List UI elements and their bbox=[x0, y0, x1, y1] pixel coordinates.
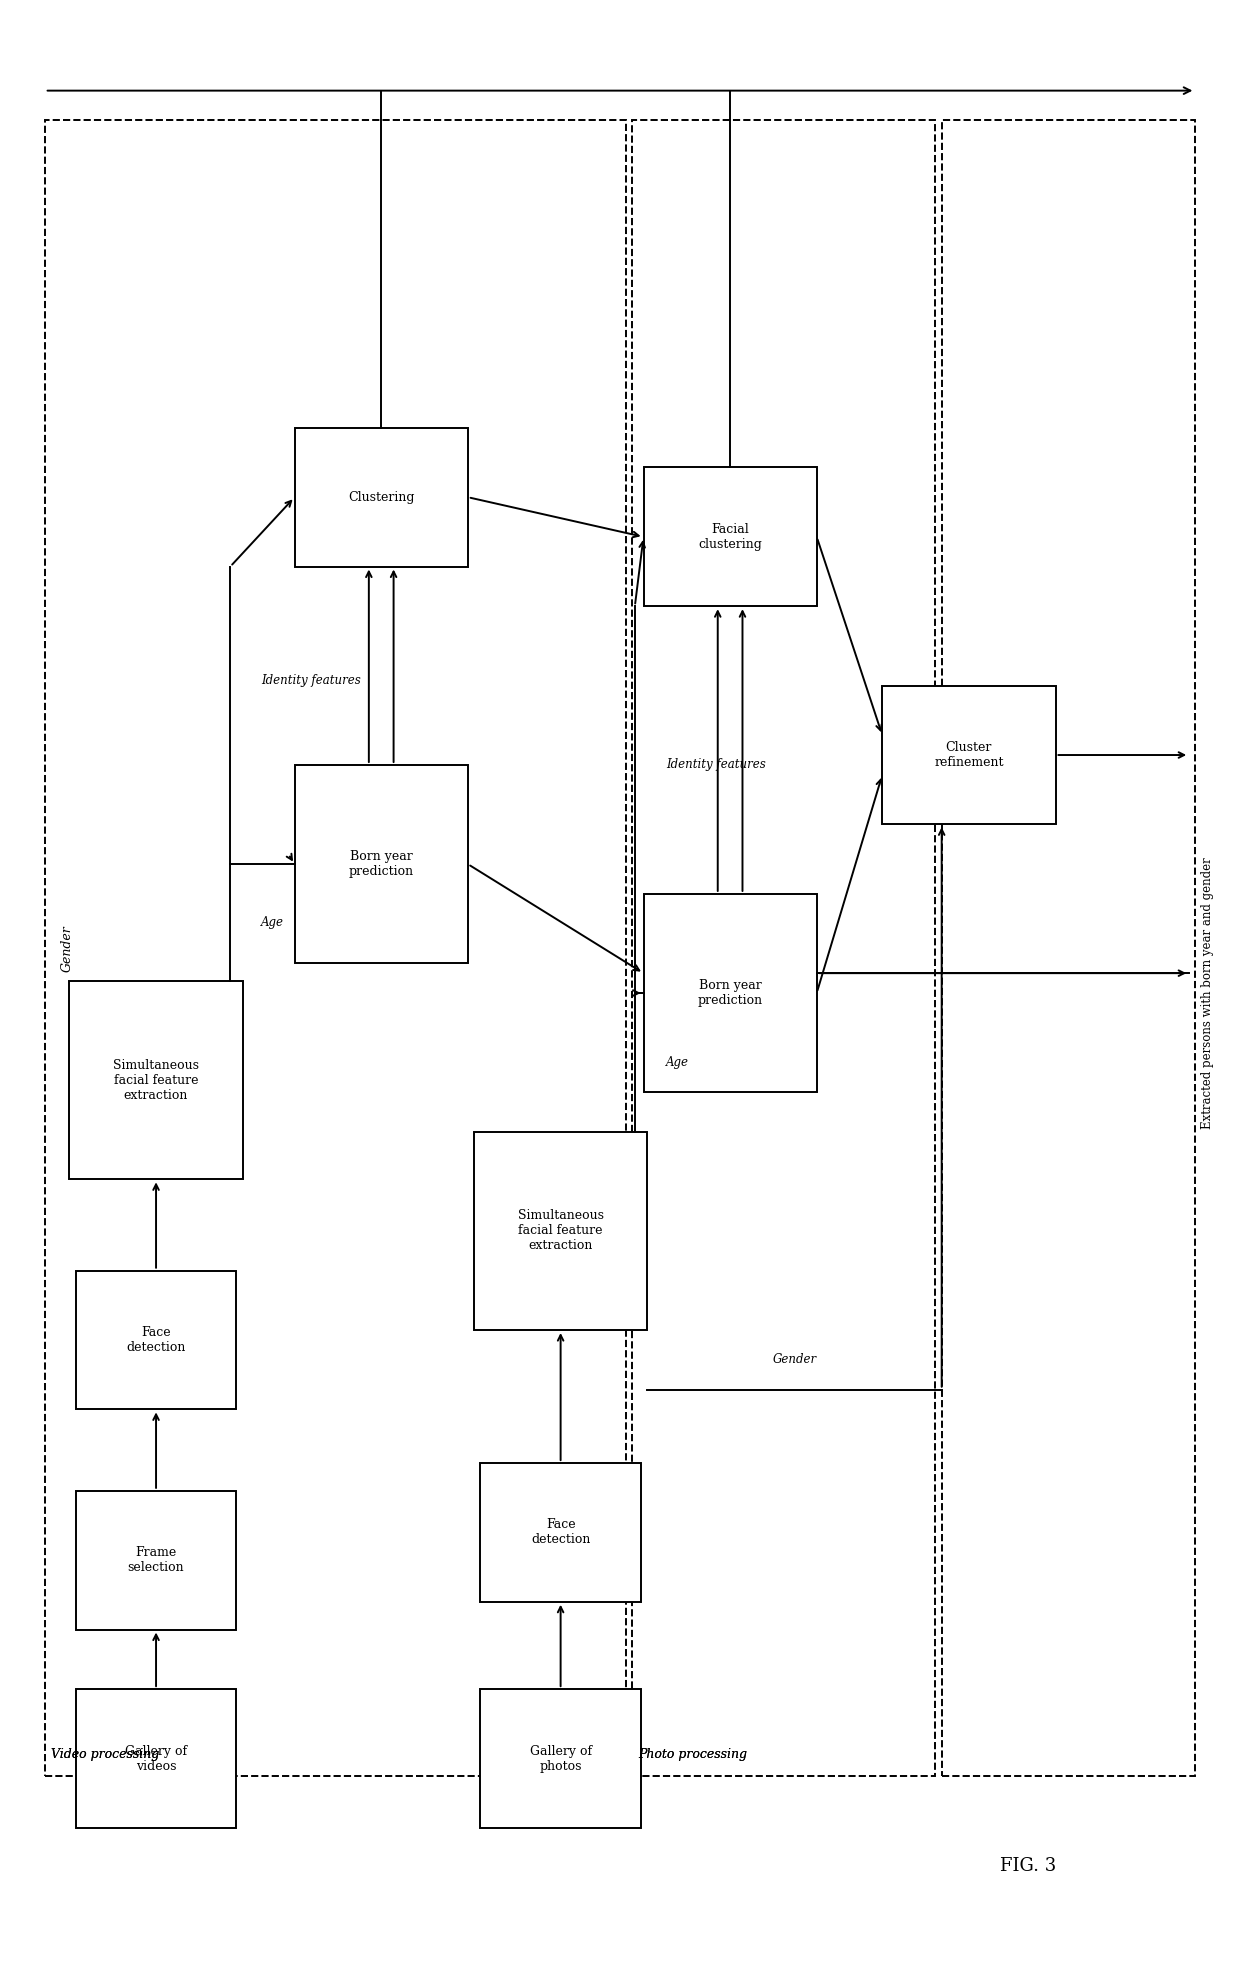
Text: Video processing: Video processing bbox=[51, 1748, 159, 1760]
Text: Photo processing: Photo processing bbox=[639, 1748, 748, 1760]
Bar bbox=[632, 121, 935, 1775]
Bar bbox=[474, 1132, 647, 1331]
Bar bbox=[76, 1271, 237, 1410]
Bar bbox=[45, 121, 626, 1775]
Text: FIG. 3: FIG. 3 bbox=[1001, 1857, 1056, 1875]
Text: Simultaneous
facial feature
extraction: Simultaneous facial feature extraction bbox=[113, 1059, 200, 1102]
Bar bbox=[644, 894, 817, 1092]
Bar bbox=[941, 121, 1195, 1775]
Text: Gender: Gender bbox=[61, 925, 73, 971]
Bar bbox=[883, 685, 1055, 824]
Text: Face
detection: Face detection bbox=[126, 1327, 186, 1354]
Bar bbox=[480, 1690, 641, 1827]
Text: Gallery of
photos: Gallery of photos bbox=[529, 1744, 591, 1773]
Bar bbox=[69, 981, 243, 1180]
Bar bbox=[480, 1464, 641, 1603]
Bar bbox=[295, 427, 467, 566]
Text: Clustering: Clustering bbox=[348, 491, 414, 504]
Text: Gallery of
videos: Gallery of videos bbox=[125, 1744, 187, 1773]
Text: Identity features: Identity features bbox=[262, 673, 361, 687]
Bar bbox=[295, 765, 467, 963]
Text: Face
detection: Face detection bbox=[531, 1519, 590, 1547]
Text: Frame
selection: Frame selection bbox=[128, 1547, 185, 1575]
Text: Gender: Gender bbox=[773, 1352, 816, 1366]
Bar bbox=[644, 467, 817, 606]
Bar bbox=[76, 1491, 237, 1631]
Text: Photo processing: Photo processing bbox=[639, 1748, 748, 1760]
Text: Cluster
refinement: Cluster refinement bbox=[934, 741, 1003, 769]
Bar bbox=[76, 1690, 237, 1827]
Text: Extracted persons with born year and gender: Extracted persons with born year and gen… bbox=[1202, 858, 1214, 1128]
Text: Born year
prediction: Born year prediction bbox=[348, 850, 414, 878]
Text: Video processing: Video processing bbox=[51, 1748, 159, 1760]
Text: Age: Age bbox=[262, 916, 284, 929]
Text: Age: Age bbox=[666, 1057, 688, 1068]
Text: Simultaneous
facial feature
extraction: Simultaneous facial feature extraction bbox=[517, 1209, 604, 1253]
Text: Identity features: Identity features bbox=[666, 759, 765, 771]
Text: Born year
prediction: Born year prediction bbox=[698, 979, 763, 1007]
Text: Facial
clustering: Facial clustering bbox=[698, 522, 763, 550]
